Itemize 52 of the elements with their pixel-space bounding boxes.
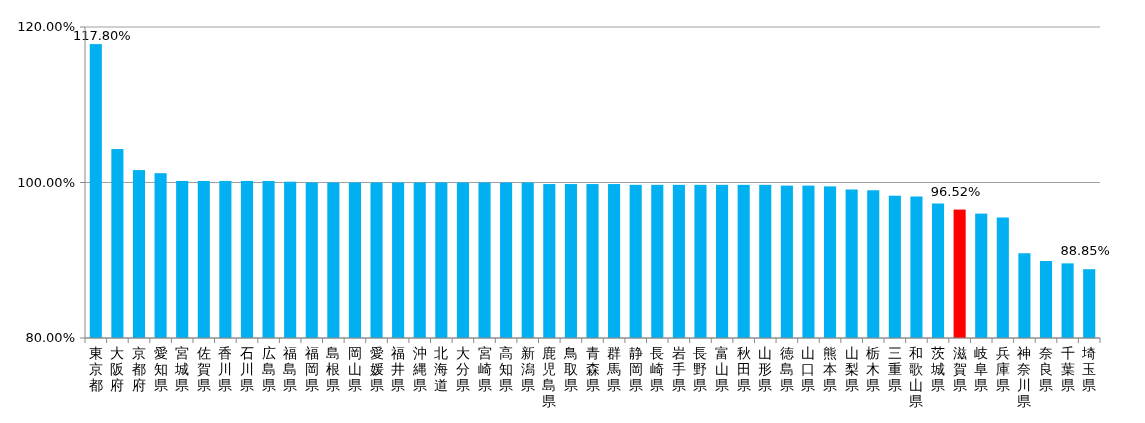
data-label: 96.52% (930, 183, 981, 199)
x-tick-label: 岩手県 (671, 345, 686, 393)
x-tick-label: 新潟県 (520, 345, 535, 393)
x-tick-label: 愛媛県 (369, 345, 384, 393)
x-tick-label: 大分県 (455, 345, 470, 393)
x-tick-label: 鹿児島県 (542, 345, 557, 409)
x-tick-label: 宮城県 (174, 345, 190, 393)
x-tick-label: 埼玉県 (1081, 345, 1097, 393)
x-tick-label: 長崎県 (650, 345, 665, 393)
x-tick-label: 佐賀県 (196, 345, 211, 393)
x-tick-label: 茨城県 (930, 345, 946, 393)
x-tick-label: 香川県 (218, 345, 233, 393)
x-tick-label: 群馬県 (606, 345, 622, 393)
x-tick-label: 福島県 (283, 345, 298, 393)
x-tick-label: 静岡県 (628, 345, 643, 393)
x-tick-label: 高知県 (499, 345, 514, 393)
x-tick-label: 滋賀県 (952, 345, 967, 393)
x-tick-label: 山形県 (758, 345, 773, 393)
x-tick-label: 山口県 (801, 345, 816, 393)
x-tick-label: 富山県 (715, 345, 730, 393)
x-tick-label: 栃木県 (866, 345, 881, 393)
x-tick-label: 岐阜県 (974, 345, 989, 393)
x-tick-label: 島根県 (326, 345, 341, 393)
x-tick-label: 北海道 (434, 345, 449, 393)
x-tick-label: 千葉県 (1060, 345, 1075, 393)
x-tick-label: 秋田県 (736, 345, 751, 393)
x-tick-label: 愛知県 (153, 345, 168, 393)
x-tick-label: 和歌山県 (909, 345, 924, 409)
x-tick-label: 福井県 (391, 345, 406, 393)
x-tick-label: 石川県 (239, 345, 254, 393)
data-label: 88.85% (1060, 243, 1110, 259)
x-tick-label: 大阪府 (110, 345, 125, 393)
x-tick-label: 長野県 (693, 345, 708, 393)
y-tick-label: 80.00% (25, 330, 75, 345)
x-tick-label: 宮崎県 (477, 345, 492, 393)
x-tick-label: 福岡県 (304, 345, 319, 393)
y-tick-label: 120.00% (17, 19, 75, 34)
x-tick-label: 徳島県 (779, 345, 794, 393)
x-tick-label: 鳥取県 (562, 345, 578, 393)
x-tick-label: 青森県 (585, 345, 600, 393)
x-tick-label: 沖縄県 (411, 345, 427, 393)
x-tick-label: 兵庫県 (995, 345, 1010, 393)
x-tick-label: 熊本県 (823, 345, 838, 393)
x-tick-label: 三重県 (887, 345, 902, 393)
x-tick-label: 京都府 (131, 345, 146, 393)
x-tick-label: 神奈川県 (1017, 345, 1032, 409)
x-tick-label: 山梨県 (844, 345, 859, 393)
y-tick-label: 100.00% (17, 174, 75, 190)
x-tick-label: 広島県 (261, 345, 276, 393)
x-tick-label: 東京都 (88, 345, 103, 393)
x-tick-label: 奈良県 (1039, 345, 1054, 393)
x-tick-label: 岡山県 (347, 345, 362, 393)
